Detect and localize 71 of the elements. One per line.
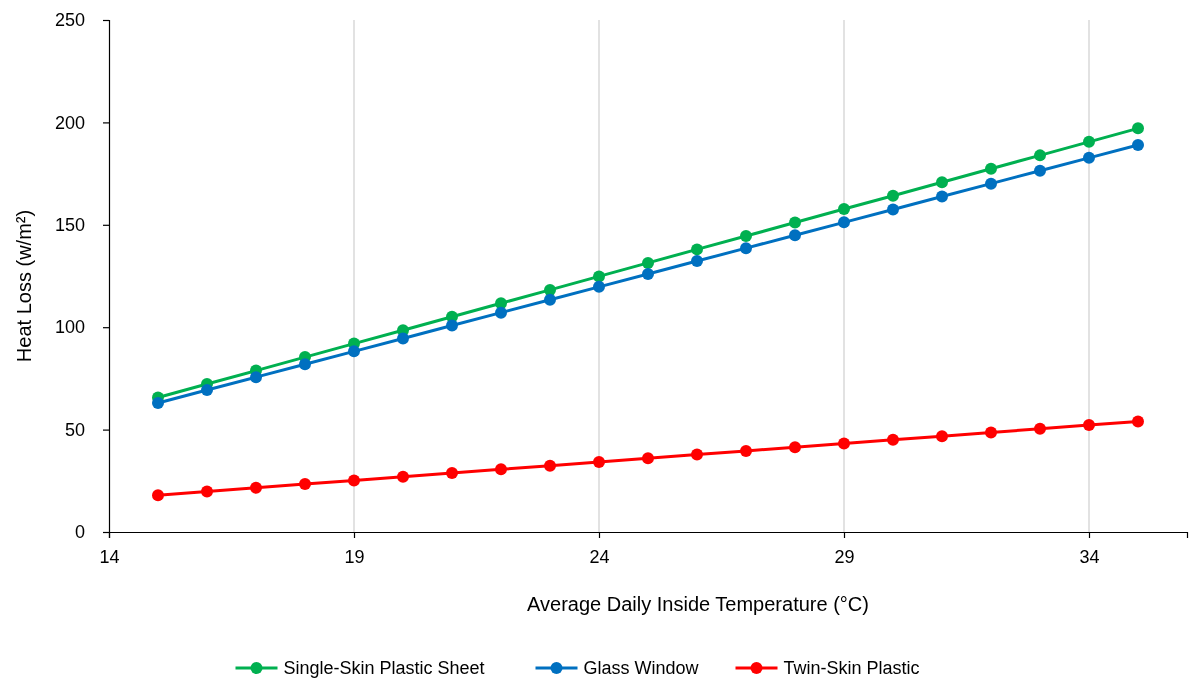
- point: [1083, 419, 1095, 432]
- point: [789, 441, 801, 454]
- point: [544, 459, 556, 472]
- point: [593, 280, 605, 293]
- point: [985, 177, 997, 190]
- point: [740, 444, 752, 457]
- point: [1034, 422, 1046, 435]
- point: [1132, 415, 1144, 428]
- point: [642, 267, 654, 280]
- point: [838, 437, 850, 450]
- x-tick-label: 19: [344, 546, 365, 567]
- point: [593, 455, 605, 468]
- x-tick-label: 34: [1079, 546, 1100, 567]
- point: [544, 293, 556, 306]
- point: [838, 216, 850, 229]
- point: [299, 478, 311, 491]
- point: [838, 203, 850, 216]
- point: [348, 345, 360, 358]
- point: [201, 384, 213, 397]
- point: [936, 190, 948, 203]
- point: [446, 319, 458, 332]
- point: [348, 474, 360, 487]
- y-tick-label: 0: [74, 522, 85, 543]
- point: [691, 448, 703, 461]
- point: [691, 243, 703, 256]
- point: [397, 332, 409, 345]
- point: [691, 255, 703, 268]
- y-axis-title: Heat Loss (w/m²): [13, 209, 35, 363]
- point: [740, 242, 752, 255]
- point: [544, 283, 556, 296]
- point: [495, 306, 507, 319]
- legend-label: Twin-Skin Plastic: [783, 658, 920, 678]
- point: [985, 426, 997, 439]
- y-tick-label: 200: [54, 112, 85, 133]
- point: [642, 256, 654, 269]
- point: [1083, 151, 1095, 164]
- point: [936, 430, 948, 443]
- point: [593, 270, 605, 283]
- point: [1034, 164, 1046, 177]
- point: [495, 463, 507, 476]
- point: [887, 189, 899, 202]
- point: [152, 489, 164, 502]
- x-tick-label: 14: [99, 546, 120, 567]
- x-tick-label: 24: [589, 546, 610, 567]
- point: [985, 162, 997, 175]
- x-tick-label: 29: [834, 546, 855, 567]
- point: [152, 396, 164, 409]
- point: [740, 230, 752, 243]
- point: [397, 470, 409, 483]
- legend-label: Glass Window: [583, 658, 700, 678]
- point: [887, 433, 899, 446]
- point: [887, 203, 899, 216]
- point: [446, 467, 458, 480]
- point: [250, 371, 262, 384]
- point: [250, 481, 262, 494]
- y-tick-label: 100: [54, 317, 85, 338]
- point: [299, 358, 311, 371]
- point: [789, 229, 801, 242]
- y-tick-label: 250: [54, 10, 85, 31]
- point: [789, 216, 801, 229]
- y-tick-label: 150: [54, 215, 85, 236]
- point: [1132, 138, 1144, 151]
- y-tick-label: 50: [64, 419, 85, 440]
- legend-label: Single-Skin Plastic Sheet: [283, 658, 485, 678]
- point: [1083, 135, 1095, 148]
- point: [936, 176, 948, 189]
- point: [1034, 149, 1046, 162]
- point: [201, 485, 213, 498]
- point: [1132, 122, 1144, 135]
- x-axis-title: Average Daily Inside Temperature (°C): [527, 593, 869, 615]
- point: [642, 452, 654, 465]
